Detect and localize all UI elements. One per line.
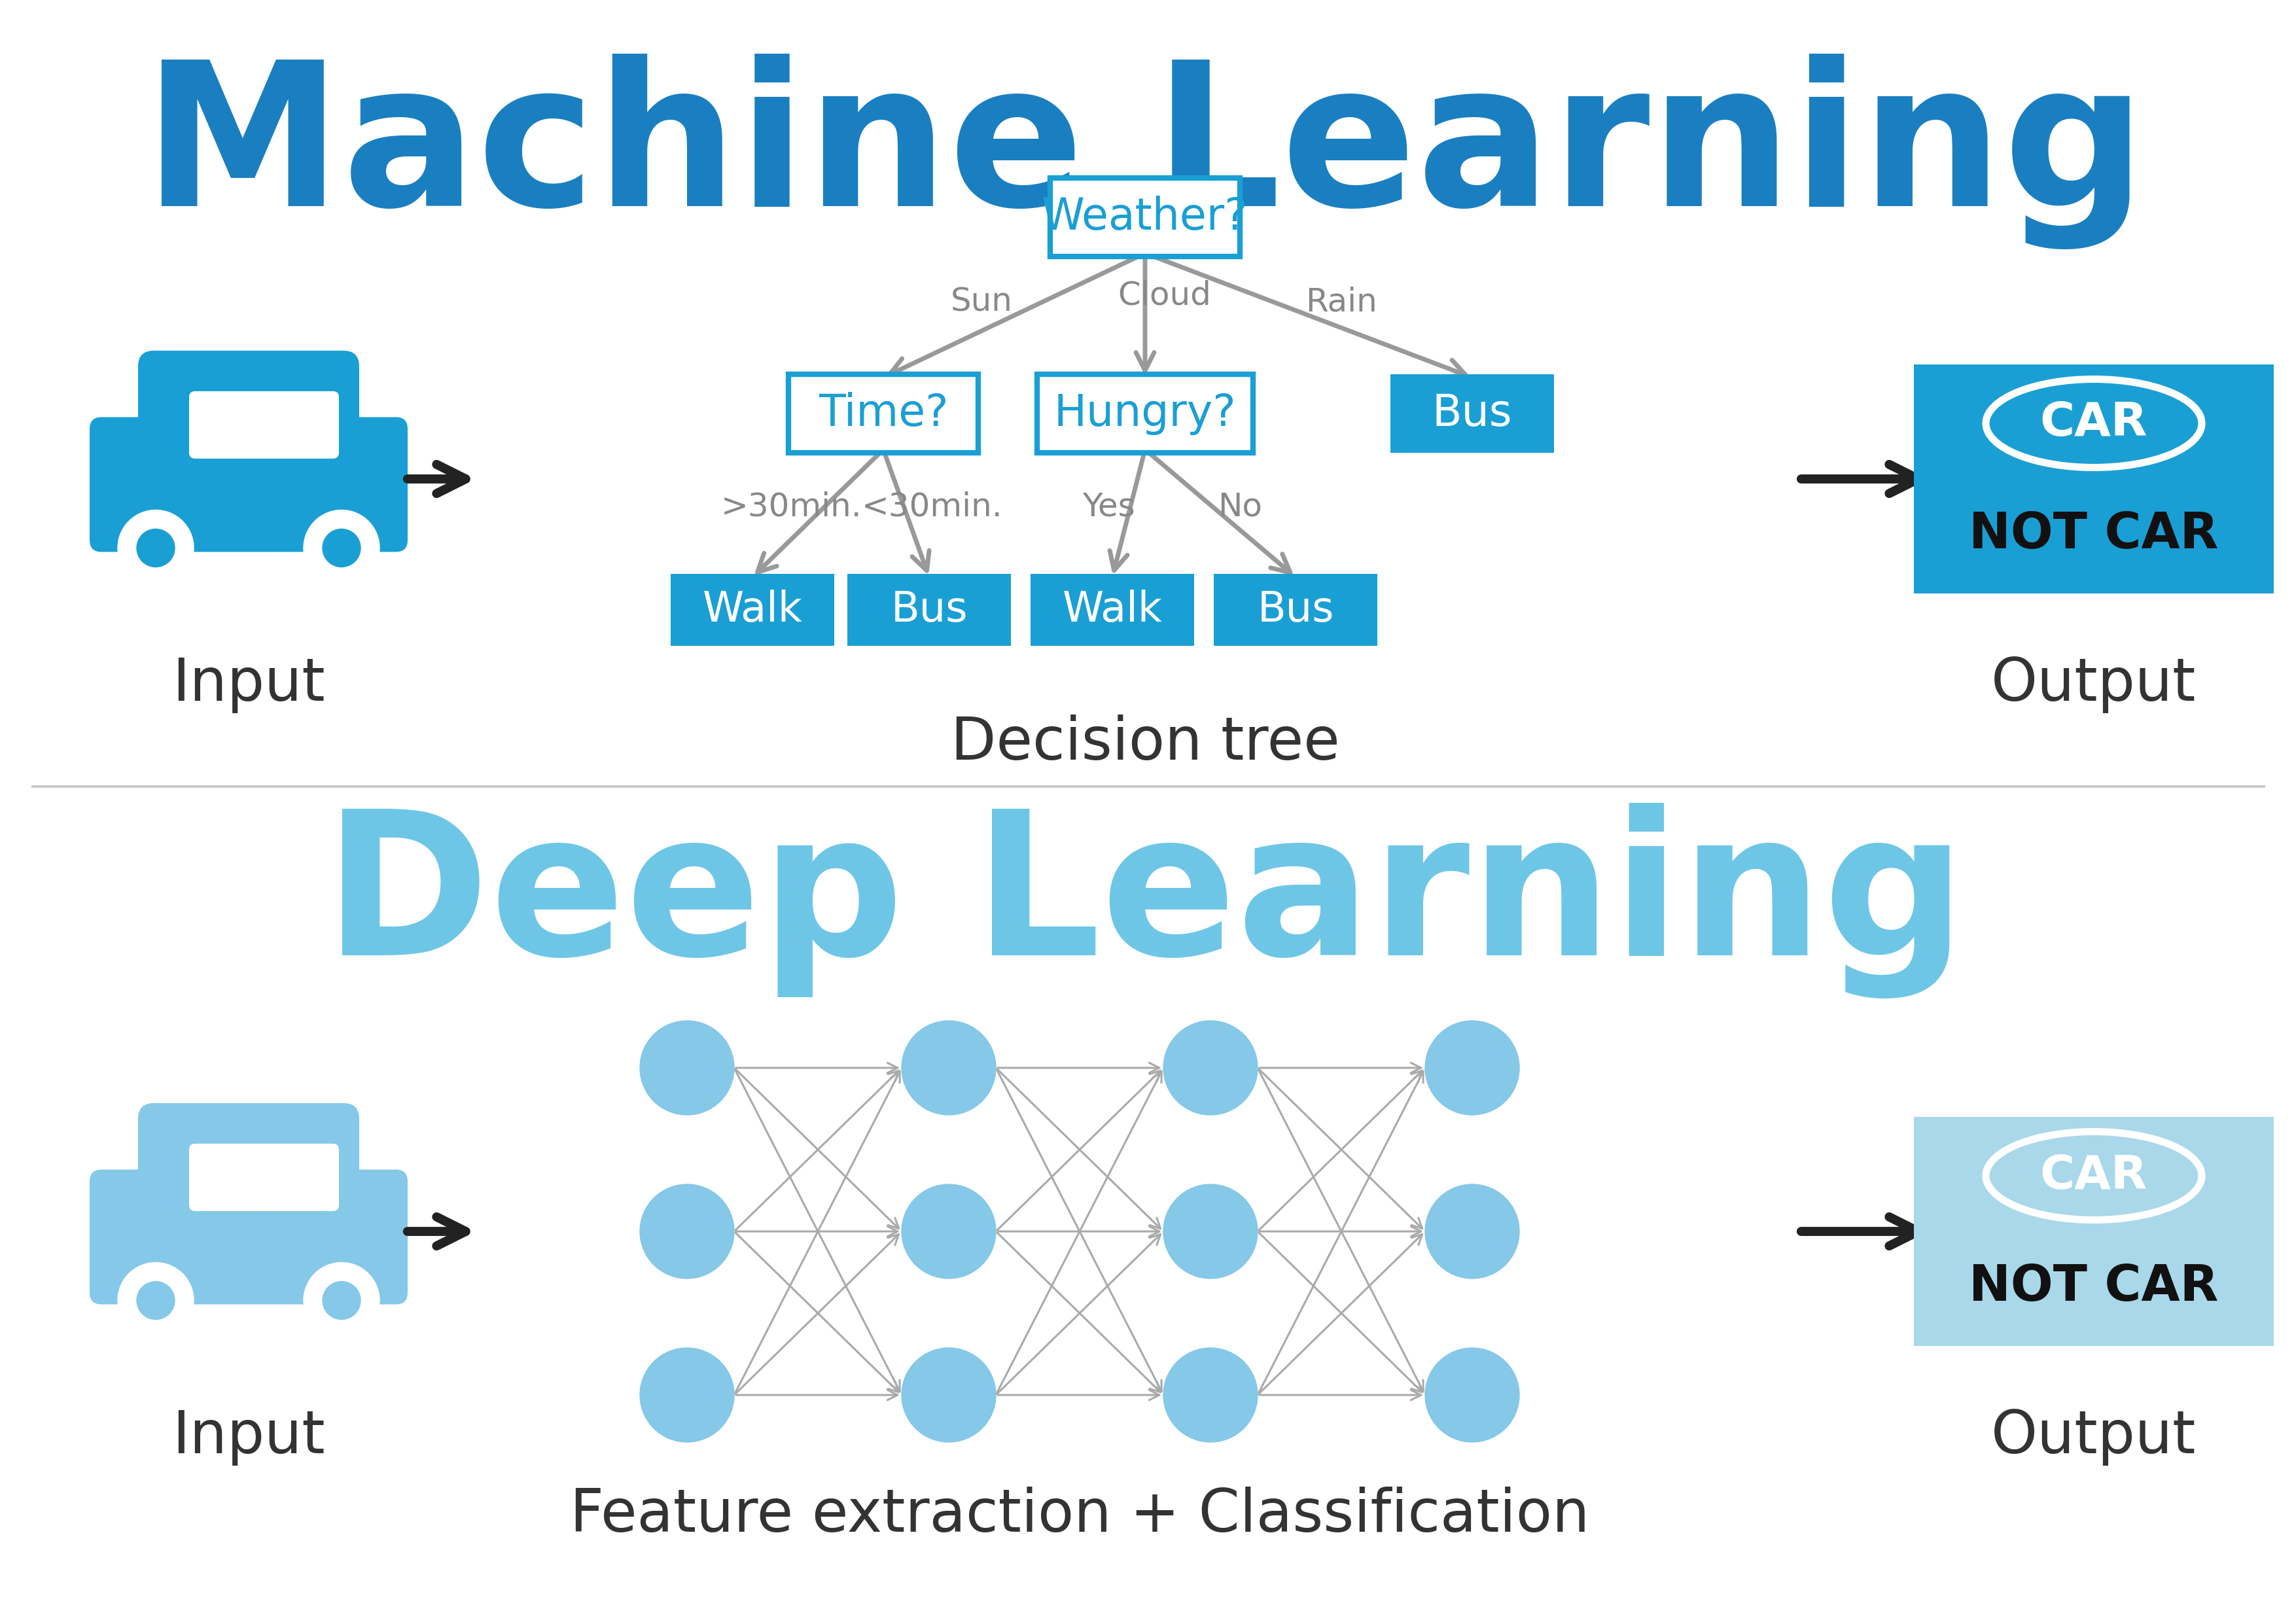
Text: Decision tree: Decision tree xyxy=(951,715,1339,771)
FancyBboxPatch shape xyxy=(259,1143,340,1212)
Circle shape xyxy=(902,1184,996,1278)
Circle shape xyxy=(1164,1184,1258,1278)
FancyBboxPatch shape xyxy=(259,391,340,458)
Text: Machine Learning: Machine Learning xyxy=(145,54,2147,250)
Circle shape xyxy=(1164,1348,1258,1442)
FancyBboxPatch shape xyxy=(1915,1117,2273,1346)
FancyBboxPatch shape xyxy=(188,391,269,458)
Text: Rain: Rain xyxy=(1306,286,1378,318)
Circle shape xyxy=(117,1262,193,1338)
Circle shape xyxy=(641,1348,735,1442)
Circle shape xyxy=(117,510,193,586)
FancyBboxPatch shape xyxy=(138,351,358,481)
Circle shape xyxy=(641,1184,735,1278)
Circle shape xyxy=(321,529,360,567)
FancyBboxPatch shape xyxy=(1215,573,1378,646)
Circle shape xyxy=(303,510,379,586)
Circle shape xyxy=(303,1262,379,1338)
Text: Input: Input xyxy=(172,1408,326,1465)
Circle shape xyxy=(1426,1184,1520,1278)
Text: NOT CAR: NOT CAR xyxy=(1970,1263,2218,1311)
Text: Output: Output xyxy=(1991,1408,2197,1465)
Text: Yes: Yes xyxy=(1084,490,1137,523)
Text: Weather?: Weather? xyxy=(1042,195,1249,239)
Text: Bus: Bus xyxy=(1433,391,1513,435)
Text: CAR: CAR xyxy=(2041,1153,2147,1199)
Text: Sun: Sun xyxy=(951,286,1013,318)
FancyBboxPatch shape xyxy=(1049,179,1240,257)
Text: Bus: Bus xyxy=(1258,590,1334,630)
Text: Bus: Bus xyxy=(891,590,967,630)
Circle shape xyxy=(138,529,174,567)
FancyBboxPatch shape xyxy=(1031,573,1194,646)
Text: Output: Output xyxy=(1991,656,2197,713)
Text: >30min.: >30min. xyxy=(721,490,863,523)
Circle shape xyxy=(902,1348,996,1442)
Text: Walk: Walk xyxy=(1063,590,1162,630)
Text: <30min.: <30min. xyxy=(861,490,1003,523)
FancyBboxPatch shape xyxy=(1038,374,1254,453)
Text: NOT CAR: NOT CAR xyxy=(1970,510,2218,559)
FancyBboxPatch shape xyxy=(847,573,1010,646)
Circle shape xyxy=(641,1021,735,1116)
Circle shape xyxy=(1426,1021,1520,1116)
Text: Hungry?: Hungry? xyxy=(1054,391,1235,435)
Circle shape xyxy=(138,1281,174,1319)
Circle shape xyxy=(1426,1348,1520,1442)
Text: Input: Input xyxy=(172,656,326,713)
FancyBboxPatch shape xyxy=(188,1143,269,1212)
Text: Cloud: Cloud xyxy=(1118,279,1212,312)
Text: Feature extraction + Classification: Feature extraction + Classification xyxy=(569,1486,1589,1544)
Text: Time?: Time? xyxy=(817,391,948,435)
Text: Walk: Walk xyxy=(703,590,801,630)
Text: No: No xyxy=(1217,490,1263,523)
Text: Deep Learning: Deep Learning xyxy=(324,802,1965,999)
Circle shape xyxy=(321,1281,360,1319)
Text: CAR: CAR xyxy=(2041,401,2147,447)
FancyBboxPatch shape xyxy=(788,374,978,453)
FancyBboxPatch shape xyxy=(138,1103,358,1233)
Circle shape xyxy=(902,1021,996,1116)
FancyBboxPatch shape xyxy=(1391,374,1554,453)
FancyBboxPatch shape xyxy=(1915,364,2273,593)
FancyBboxPatch shape xyxy=(670,573,833,646)
FancyBboxPatch shape xyxy=(90,417,409,552)
Circle shape xyxy=(1164,1021,1258,1116)
FancyBboxPatch shape xyxy=(90,1169,409,1304)
